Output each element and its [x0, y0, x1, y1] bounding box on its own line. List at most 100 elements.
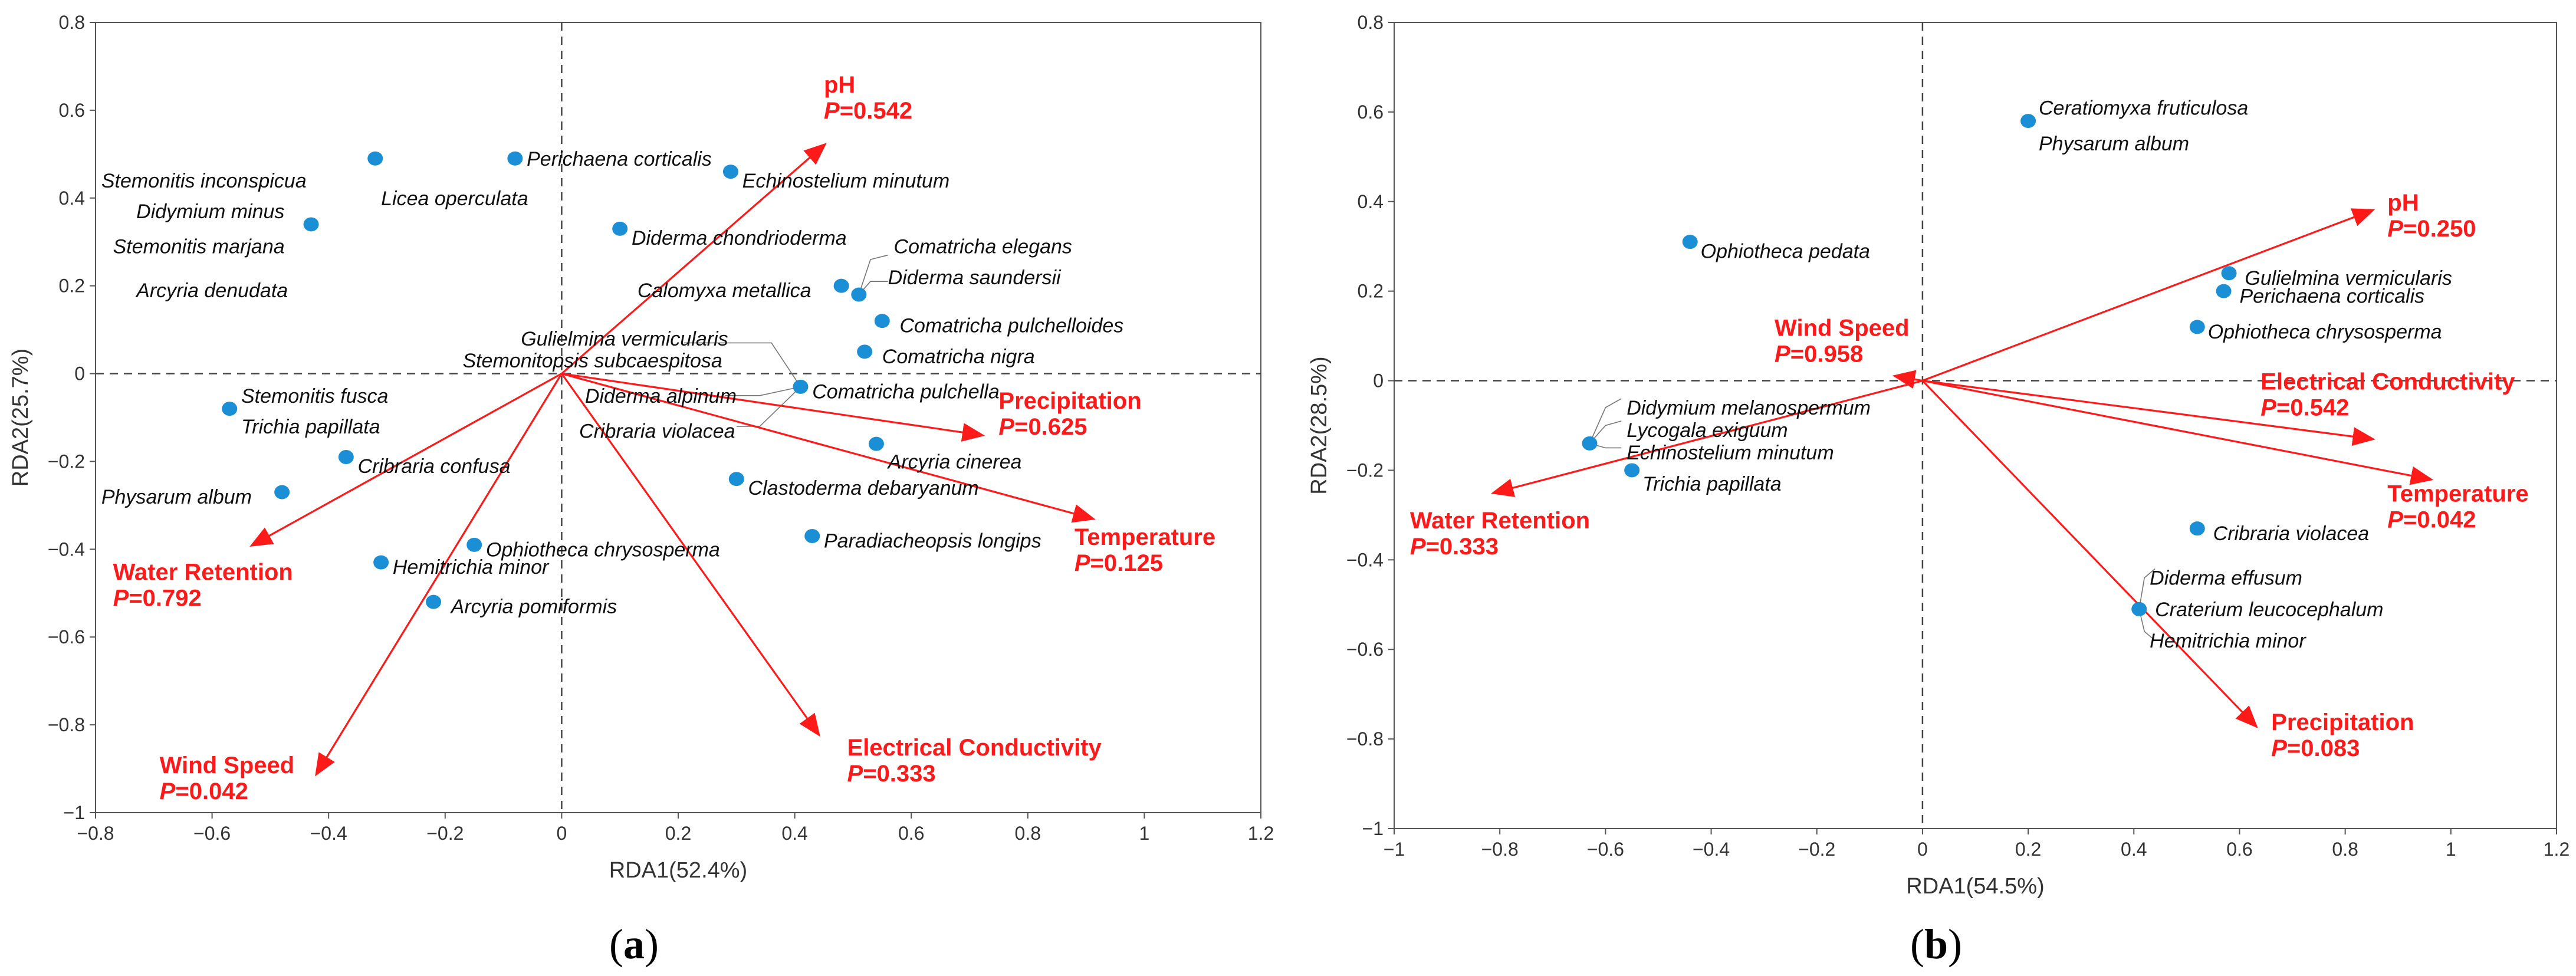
panel-a-arrow-wind-speed: [315, 373, 563, 777]
panel-b-x-tick-label: −0.8: [1481, 839, 1519, 860]
panel-a-vector-p-electrical-conductivity: P=0.333: [847, 761, 936, 787]
panel-a-y-tick-label: 0.2: [59, 275, 85, 297]
panel-b-data-point: [1582, 436, 1598, 451]
panel-a-arrow-ph: [561, 143, 827, 374]
panel-b-x-tick-label: −1: [1384, 839, 1405, 860]
panel-a-leader-line: [858, 254, 888, 295]
panel-a-vector-label-precipitation: Precipitation: [998, 388, 1141, 414]
panel-a-species-label: Arcyria cinerea: [887, 451, 1022, 473]
panel-a-species-label: Echinostelium minutum: [742, 170, 949, 192]
panel-b-species-label: Gulielmina vermicularis: [2245, 267, 2452, 290]
p-symbol: P: [847, 761, 863, 787]
panel-b-species-label: Diderma effusum: [2150, 567, 2302, 590]
panel-b-y-tick-label: 0: [1373, 370, 1384, 392]
panel-b-leader-line: [1589, 420, 1622, 444]
panel-b-plot-frame: [1394, 22, 2557, 829]
panel-a-species-label: Stemonitopsis subcaespitosa: [462, 350, 722, 372]
panel-b-vector-p-ph: P=0.250: [2387, 216, 2476, 242]
panel-a-data-point: [222, 402, 238, 416]
panel-b-vector-p-precipitation: P=0.083: [2271, 735, 2360, 761]
panel-b-leader-line: [2138, 609, 2156, 641]
panel-a-species-label: Arcyria pomiformis: [450, 596, 617, 618]
panel-a-species-label: Diderma chondrioderma: [632, 227, 847, 249]
caption-letter: a: [623, 921, 645, 968]
panel-b-vector-label-temperature: Temperature: [2387, 481, 2528, 507]
panel-b-data-point: [2216, 284, 2232, 298]
panel-a-data-point: [612, 221, 628, 236]
panel-b-y-tick-label: 0.6: [1358, 101, 1384, 123]
panel-b-vector-label-ph: pH: [2387, 190, 2419, 216]
panel-b-x-tick-label: 0: [1917, 839, 1928, 860]
panel-a-vector-p-temperature: P=0.125: [1075, 550, 1163, 576]
panel-a-species-label: Paradiacheopsis longips: [824, 530, 1041, 552]
p-value: =0.042: [175, 778, 248, 804]
panel-a-vector-label-temperature: Temperature: [1075, 524, 1215, 550]
panel-a-species-label: Hemitrichia minor: [393, 556, 550, 579]
p-symbol: P: [824, 98, 840, 124]
panel-b-species-label: Ophiotheca pedata: [1701, 240, 1870, 262]
panel-a-y-tick-label: −0.6: [48, 626, 85, 648]
panel-a-y-tick-label: 0.4: [59, 188, 85, 209]
panel-a-vector-label-electrical-conductivity: Electrical Conductivity: [847, 735, 1102, 761]
p-value: =0.792: [129, 585, 201, 611]
panel-a-leader-line: [736, 386, 801, 427]
panel-a-data-point: [833, 278, 849, 293]
panel-b-data-point: [2020, 114, 2036, 129]
panel-a-x-tick-label: −0.6: [193, 823, 231, 844]
panel-a-species-label: Clastoderma debaryanum: [748, 477, 979, 499]
p-value: =0.542: [840, 98, 912, 124]
panel-b-species-label: Perichaena corticalis: [2239, 285, 2424, 307]
panel-b-caption: (b): [1910, 921, 1962, 968]
panel-b-arrow-water-retention: [1491, 380, 1923, 497]
p-symbol: P: [160, 778, 176, 804]
panel-a-vector-p-wind-speed: P=0.042: [160, 778, 248, 804]
panel-a-data-point: [857, 344, 873, 359]
panel-a-vector-label-wind-speed: Wind Speed: [160, 752, 295, 778]
panel-a-arrow-temperature: [561, 373, 1096, 523]
panel-b-x-tick-label: 1: [2446, 839, 2456, 860]
panel-a-data-point: [868, 436, 884, 451]
panel-a-species-label: Calomyxa metallica: [638, 280, 811, 302]
panel-b-species-label: Ophiotheca chrysosperma: [2208, 321, 2442, 343]
panel-a-y-tick-label: 0: [74, 363, 85, 385]
panel-a-species-label: Ophiotheca chrysosperma: [486, 538, 720, 561]
p-symbol: P: [1410, 534, 1426, 560]
panel-b-x-tick-label: 0.4: [2121, 839, 2147, 860]
panel-b-species-label: Lycogala exiguum: [1627, 419, 1788, 442]
panel-a-data-point: [851, 287, 867, 302]
panel-a-x-tick-label: 1.2: [1248, 823, 1274, 844]
p-value: =0.042: [2403, 507, 2476, 533]
panel-b-vector-label-electrical-conductivity: Electrical Conductivity: [2260, 369, 2515, 395]
panel-a-y-tick-label: −0.4: [48, 538, 85, 560]
panel-a-data-point: [466, 537, 482, 552]
panel-b-arrow-temperature: [1922, 379, 2434, 485]
p-symbol: P: [998, 414, 1014, 440]
panel-a-y-tick-label: −0.2: [48, 451, 85, 472]
panel-a-data-point: [804, 529, 820, 543]
panel-a-data-point: [507, 151, 523, 166]
panel-b-vector-label-water-retention: Water Retention: [1410, 508, 1590, 534]
panel-a-species-label: Stemonitis inconspicua: [101, 170, 307, 192]
panel-b-species-label: Cribraria violacea: [2213, 522, 2370, 545]
panel-b-y-tick-label: 0.4: [1358, 191, 1384, 212]
panel-b: −1 −0.8 −0.6 −0.4 −0.2 0 0.2 0.4 0.6 0.8 1 1.2 −1 −0.…: [1307, 12, 2570, 968]
panel-b-species-label: Craterium leucocephalum: [2155, 599, 2383, 621]
panel-a-data-point: [874, 314, 890, 328]
panel-b-x-tick-label: 0.2: [2015, 839, 2041, 860]
panel-a-leader-line: [684, 342, 801, 387]
panel-a-species-label: Comatricha elegans: [894, 236, 1072, 258]
panel-b-species-label: Physarum album: [2039, 133, 2189, 155]
panel-a-vector-p-ph: P=0.542: [824, 98, 912, 124]
panel-a-x-axis-label: RDA1(52.4%): [609, 858, 747, 883]
p-value: =0.083: [2287, 735, 2360, 761]
panel-a: −0.8 −0.6 −0.4 −0.2 0 0.2 0.4 0.6 0.8 1 1.2−1−0.8−…: [8, 12, 1274, 968]
panel-a-y-tick-label: 0.6: [59, 100, 85, 121]
p-value: =0.250: [2403, 216, 2476, 242]
panel-a-data-point: [367, 151, 383, 166]
p-symbol: P: [2271, 735, 2287, 761]
panel-a-x-tick-label: −0.4: [310, 823, 347, 844]
panel-a-species-label: Stemonitis marjana: [113, 236, 285, 258]
panel-b-species-label: Trichia papillata: [1642, 473, 1782, 495]
panel-a-x-tick-label: 0.2: [665, 823, 691, 844]
